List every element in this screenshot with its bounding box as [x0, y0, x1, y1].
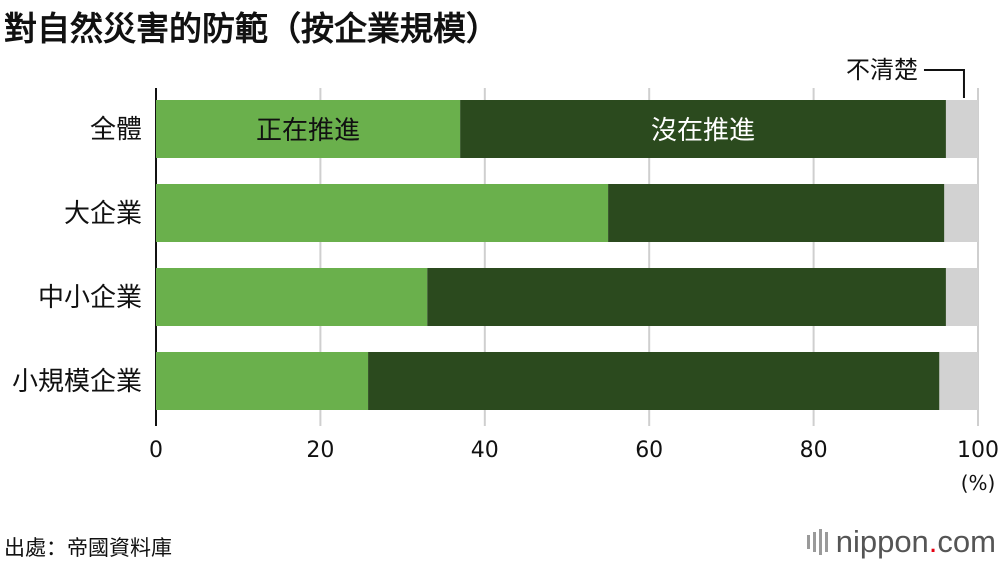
- category-label-2: 中小企業: [38, 283, 142, 313]
- bars: [156, 100, 978, 410]
- bar-segment-3-0: [156, 352, 369, 410]
- bar-segment-3-2: [939, 352, 978, 410]
- nippon-logo: nippon. com: [806, 524, 996, 560]
- category-label-1: 大企業: [64, 199, 142, 229]
- logo-main-text: nippon: [835, 524, 929, 559]
- legend-label-0: 正在推進: [256, 116, 360, 146]
- bar-segment-2-0: [156, 268, 428, 326]
- logo-dot: .: [928, 524, 938, 559]
- bar-segment-0-2: [945, 100, 978, 158]
- bar-segment-1-1: [608, 184, 945, 242]
- x-tick-label-0: 0: [149, 438, 163, 463]
- bar-segment-1-2: [944, 184, 978, 242]
- x-tick-label-2: 40: [471, 438, 499, 463]
- category-label-3: 小規模企業: [12, 367, 142, 397]
- bar-segment-2-1: [427, 268, 946, 326]
- inline-legend: 正在推進 沒在推進 不清楚: [256, 56, 965, 146]
- bar-segment-3-1: [368, 352, 940, 410]
- legend-leader-line: [923, 69, 965, 98]
- source-note: 出處：帝國資料庫: [4, 536, 172, 560]
- chart-title: 對自然災害的防範（按企業規模）: [4, 9, 499, 48]
- legend-label-1: 沒在推進: [651, 116, 755, 146]
- bar-segment-0-1: [460, 100, 946, 158]
- x-tick-label-1: 20: [306, 438, 334, 463]
- bar-segment-2-2: [945, 268, 978, 326]
- x-tick-label-5: 100: [957, 438, 999, 463]
- logo-bars-icon: [806, 529, 828, 555]
- x-unit-label: (%): [961, 471, 996, 495]
- x-axis-ticks: 0 20 40 60 80 100 (%): [149, 438, 999, 495]
- logo-tld: com: [937, 524, 996, 559]
- bar-segment-1-0: [156, 184, 609, 242]
- category-label-0: 全體: [90, 115, 142, 145]
- x-tick-label-4: 80: [800, 438, 828, 463]
- bar-segment-0-0: [156, 100, 461, 158]
- x-tick-label-3: 60: [635, 438, 663, 463]
- legend-label-2: 不清楚: [846, 56, 918, 84]
